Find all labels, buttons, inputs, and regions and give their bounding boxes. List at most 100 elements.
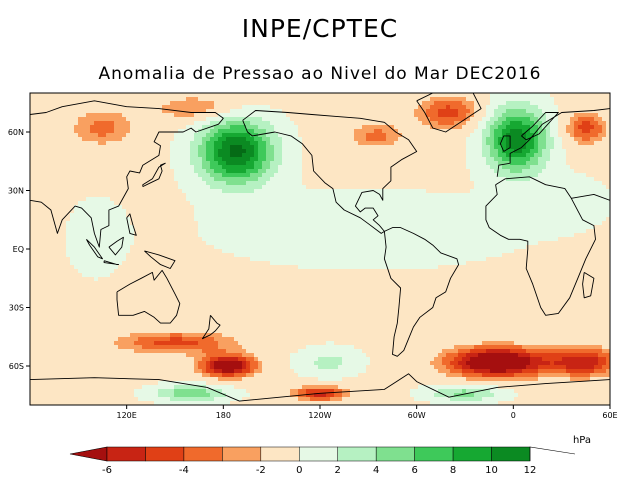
field-cell	[486, 157, 490, 161]
field-cell	[334, 137, 338, 141]
field-cell	[282, 153, 286, 157]
field-cell	[246, 201, 250, 205]
field-cell	[106, 201, 110, 205]
field-cell	[282, 225, 286, 229]
field-cell	[542, 173, 546, 177]
field-cell	[98, 97, 102, 101]
field-cell	[542, 177, 546, 181]
field-cell	[390, 93, 394, 97]
field-cell	[602, 149, 606, 153]
field-cell	[606, 113, 610, 117]
field-cell	[126, 113, 130, 117]
field-cell	[338, 213, 342, 217]
field-cell	[62, 213, 66, 217]
field-cell	[130, 181, 134, 185]
field-cell	[482, 177, 486, 181]
field-cell	[146, 121, 150, 125]
field-cell	[214, 177, 218, 181]
field-cell	[250, 221, 254, 225]
field-cell	[322, 121, 326, 125]
field-cell	[562, 225, 566, 229]
field-cell	[570, 157, 574, 161]
field-cell	[514, 97, 518, 101]
field-cell	[34, 113, 38, 117]
field-cell	[386, 213, 390, 217]
field-cell	[470, 105, 474, 109]
field-cell	[382, 113, 386, 117]
field-cell	[562, 137, 566, 141]
field-cell	[286, 169, 290, 173]
field-cell	[46, 221, 50, 225]
field-cell	[602, 109, 606, 113]
field-cell	[530, 157, 534, 161]
field-cell	[90, 213, 94, 217]
field-cell	[162, 117, 166, 121]
field-cell	[458, 205, 462, 209]
field-cell	[410, 109, 414, 113]
field-cell	[418, 149, 422, 153]
field-cell	[134, 177, 138, 181]
field-cell	[190, 121, 194, 125]
field-cell	[566, 141, 570, 145]
field-cell	[418, 129, 422, 133]
field-cell	[450, 173, 454, 177]
field-cell	[182, 141, 186, 145]
field-cell	[106, 93, 110, 97]
field-cell	[418, 157, 422, 161]
field-cell	[530, 113, 534, 117]
field-cell	[446, 133, 450, 137]
field-cell	[366, 145, 370, 149]
field-cell	[174, 189, 178, 193]
field-cell	[542, 161, 546, 165]
field-cell	[602, 117, 606, 121]
field-cell	[306, 117, 310, 121]
field-cell	[406, 169, 410, 173]
field-cell	[46, 137, 50, 141]
field-cell	[254, 177, 258, 181]
field-cell	[218, 149, 222, 153]
field-cell	[190, 229, 194, 233]
field-cell	[210, 205, 214, 209]
field-cell	[406, 97, 410, 101]
field-cell	[238, 101, 242, 105]
field-cell	[374, 137, 378, 141]
field-cell	[374, 201, 378, 205]
field-cell	[182, 149, 186, 153]
field-cell	[398, 181, 402, 185]
field-cell	[458, 189, 462, 193]
field-cell	[558, 185, 562, 189]
field-cell	[426, 121, 430, 125]
field-cell	[122, 149, 126, 153]
field-cell	[78, 157, 82, 161]
field-cell	[398, 193, 402, 197]
field-cell	[162, 93, 166, 97]
field-cell	[514, 109, 518, 113]
field-cell	[458, 125, 462, 129]
field-cell	[198, 209, 202, 213]
field-cell	[30, 133, 34, 137]
field-cell	[250, 209, 254, 213]
field-cell	[414, 197, 418, 201]
field-cell	[42, 213, 46, 217]
field-cell	[558, 105, 562, 109]
field-cell	[362, 133, 366, 137]
field-cell	[126, 217, 130, 221]
field-cell	[262, 205, 266, 209]
field-cell	[38, 129, 42, 133]
field-cell	[294, 129, 298, 133]
field-cell	[290, 177, 294, 181]
field-cell	[326, 121, 330, 125]
field-cell	[234, 133, 238, 137]
field-cell	[346, 161, 350, 165]
field-cell	[322, 93, 326, 97]
field-cell	[158, 101, 162, 105]
field-cell	[86, 229, 90, 233]
field-cell	[30, 117, 34, 121]
field-cell	[530, 209, 534, 213]
field-cell	[386, 205, 390, 209]
field-cell	[62, 217, 66, 221]
field-cell	[142, 169, 146, 173]
field-cell	[502, 197, 506, 201]
field-cell	[30, 209, 34, 213]
field-cell	[202, 149, 206, 153]
